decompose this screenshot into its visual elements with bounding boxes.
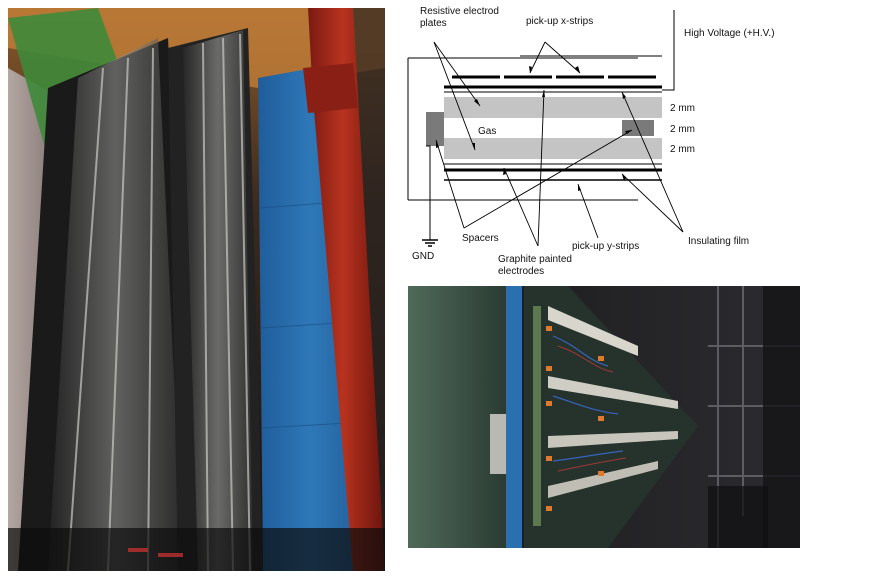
leader-lines <box>433 41 684 247</box>
label-insulating-film: Insulating film <box>688 236 749 247</box>
label-gap-middle: 2 mm <box>670 124 695 135</box>
photo-bottom-graphic <box>408 286 800 548</box>
label-spacers: Spacers <box>462 233 499 244</box>
label-gap-bottom: 2 mm <box>670 144 695 155</box>
rpc-schematic-svg: Resistive electrod plates pick-up x-stri… <box>407 6 775 277</box>
front-end-boards <box>548 306 678 498</box>
high-voltage-wire <box>662 10 675 91</box>
photo-muon-chamber-installation <box>8 8 385 571</box>
rpc-schematic-diagram: Resistive electrod plates pick-up x-stri… <box>400 0 889 282</box>
label-resistive-plates-2: plates <box>420 18 447 29</box>
label-graphite-1: Graphite painted <box>498 254 572 265</box>
spacer-left <box>426 112 444 146</box>
photo-left-graphic <box>8 8 385 571</box>
label-gas: Gas <box>478 126 496 137</box>
arrowheads <box>436 66 632 191</box>
label-high-voltage: High Voltage (+H.V.) <box>684 28 775 39</box>
label-resistive-plates-1: Resistive electrod <box>420 6 499 17</box>
photo-rpc-chamber-electronics <box>408 286 800 548</box>
label-gap-top: 2 mm <box>670 103 695 114</box>
label-gnd: GND <box>412 251 434 262</box>
label-graphite-2: electrodes <box>498 266 544 277</box>
ground-icon <box>422 239 438 247</box>
ground-wire <box>426 145 431 240</box>
label-pickup-y-strips: pick-up y-strips <box>572 241 639 252</box>
resistive-plate-top <box>444 97 662 118</box>
label-pickup-x-strips: pick-up x-strips <box>526 16 593 27</box>
resistive-plate-bottom <box>444 138 662 159</box>
